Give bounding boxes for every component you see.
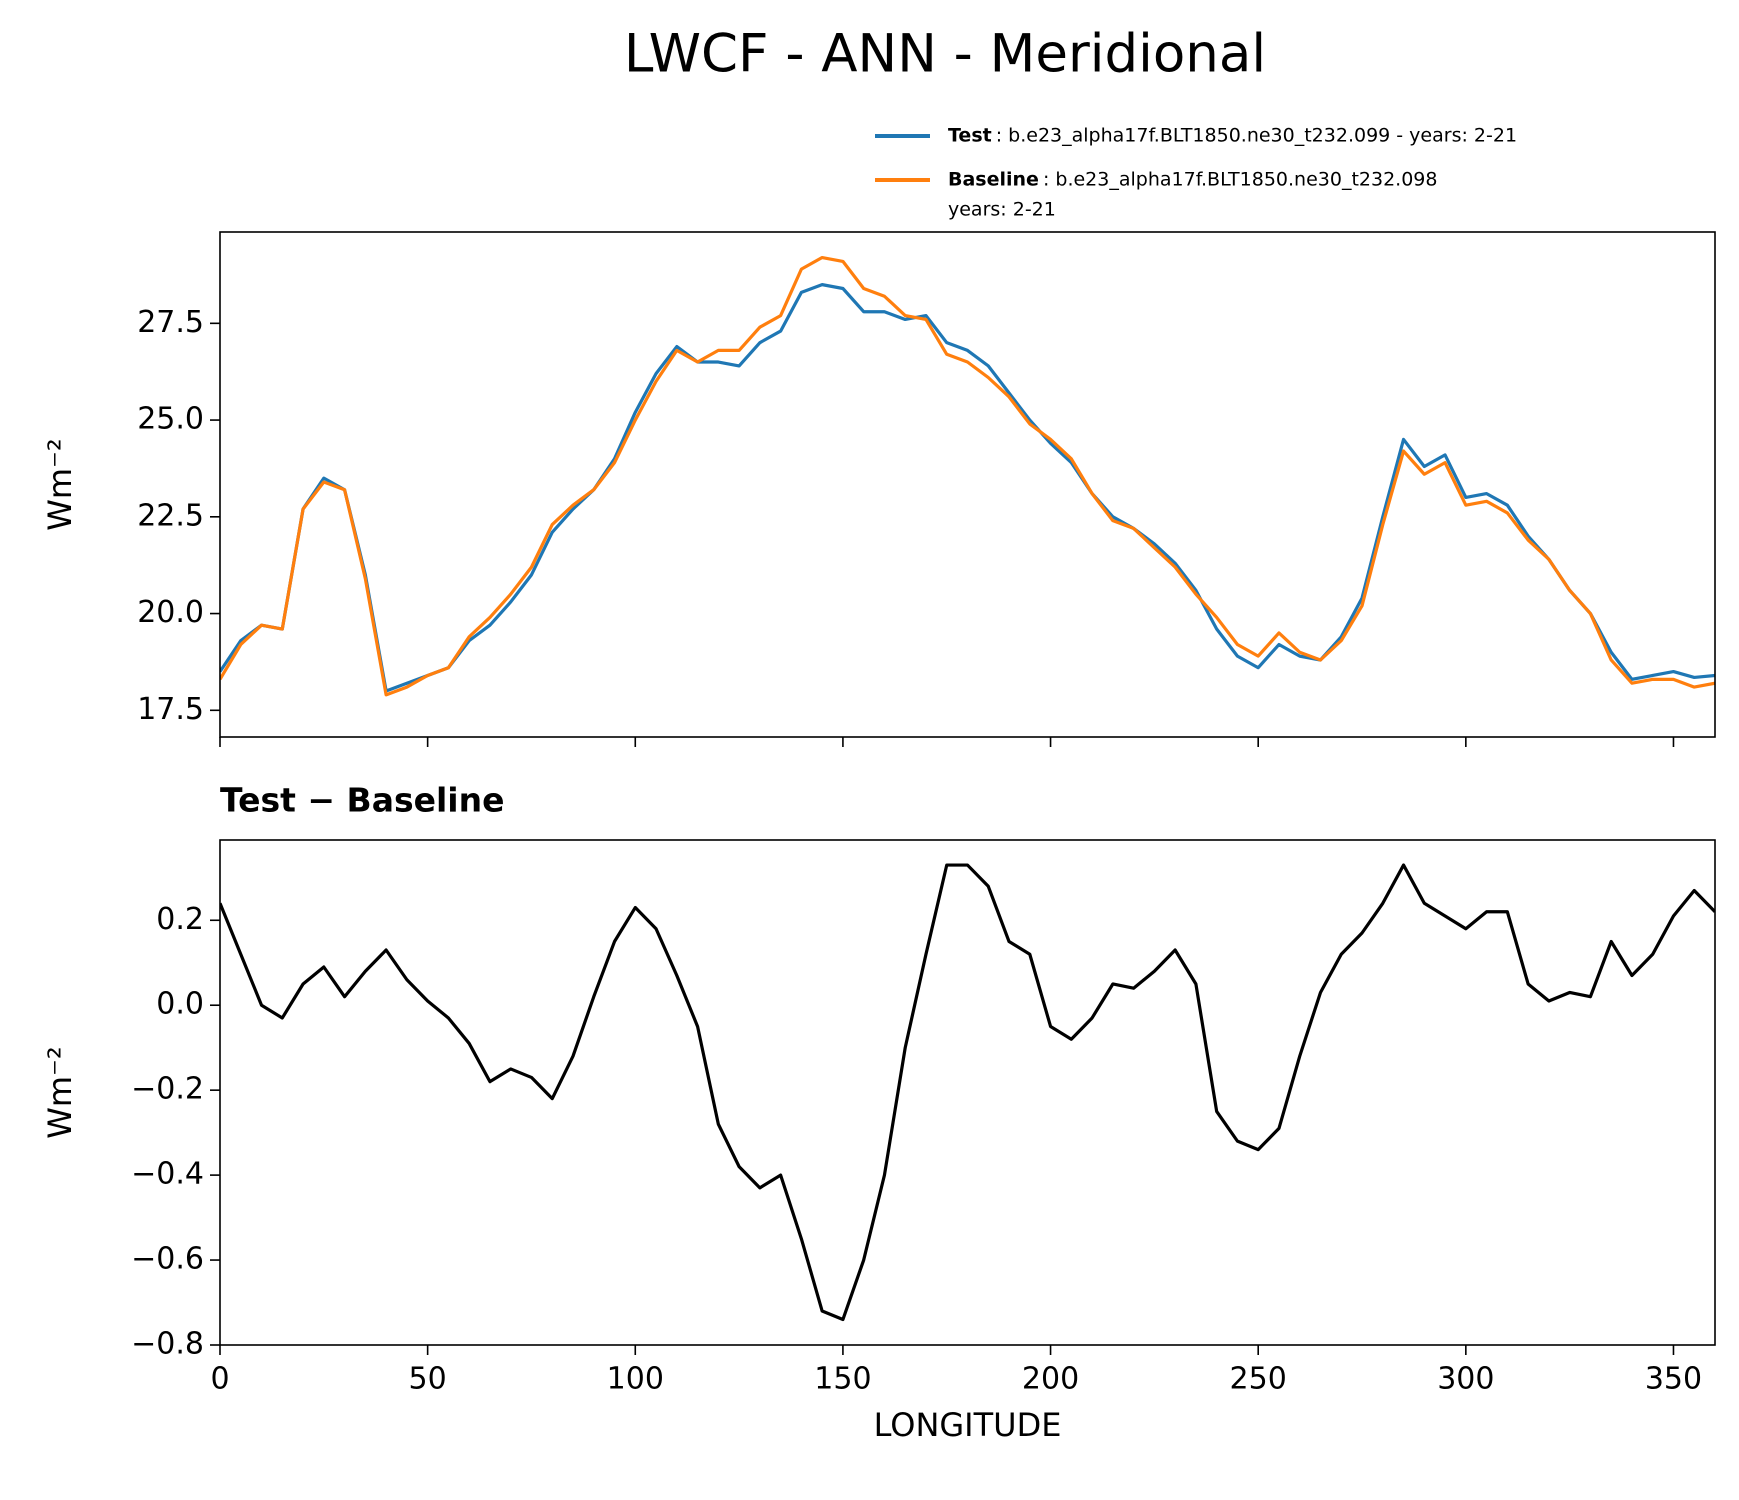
axes-frame — [219, 231, 1716, 738]
axes-frame — [219, 839, 1716, 1346]
y-tick-label: −0.2 — [131, 1072, 204, 1107]
y-tick-label: 25.0 — [137, 402, 204, 437]
y-tick-label: 27.5 — [137, 305, 204, 340]
x-tick-label: 350 — [1645, 1362, 1702, 1397]
y-tick-label: 0.2 — [156, 902, 204, 937]
y-tick-label: 22.5 — [137, 498, 204, 533]
subplot-title: Test − Baseline — [220, 781, 505, 820]
y-tick-label: 20.0 — [137, 595, 204, 630]
legend-name: Test — [948, 125, 992, 147]
legend-name: Baseline — [948, 169, 1039, 191]
x-tick-label: 150 — [814, 1362, 871, 1397]
x-tick-label: 100 — [607, 1362, 664, 1397]
x-tick-label: 0 — [210, 1362, 229, 1397]
y-tick-label: 0.0 — [156, 987, 204, 1022]
legend-description: : b.e23_alpha17f.BLT1850.ne30_t232.098 — [1043, 169, 1438, 191]
x-tick-label: 250 — [1230, 1362, 1287, 1397]
series-line — [220, 283, 1715, 693]
y-tick-label: −0.8 — [131, 1327, 204, 1362]
y-axis-label: Wm⁻² — [41, 1046, 79, 1139]
y-axis-label: Wm⁻² — [41, 438, 79, 531]
x-axis-label: LONGITUDE — [874, 1406, 1062, 1444]
legend-description: years: 2-21 — [948, 199, 1056, 221]
x-tick-label: 300 — [1437, 1362, 1494, 1397]
series-line — [220, 863, 1715, 1322]
figure-title: LWCF - ANN - Meridional — [624, 24, 1266, 85]
legend-description: : b.e23_alpha17f.BLT1850.ne30_t232.099 -… — [996, 125, 1517, 147]
y-tick-label: −0.4 — [131, 1157, 204, 1192]
y-tick-label: −0.6 — [131, 1242, 204, 1277]
y-tick-label: 17.5 — [137, 692, 204, 727]
x-tick-label: 50 — [409, 1362, 447, 1397]
x-tick-label: 200 — [1022, 1362, 1079, 1397]
series-line — [220, 255, 1715, 697]
